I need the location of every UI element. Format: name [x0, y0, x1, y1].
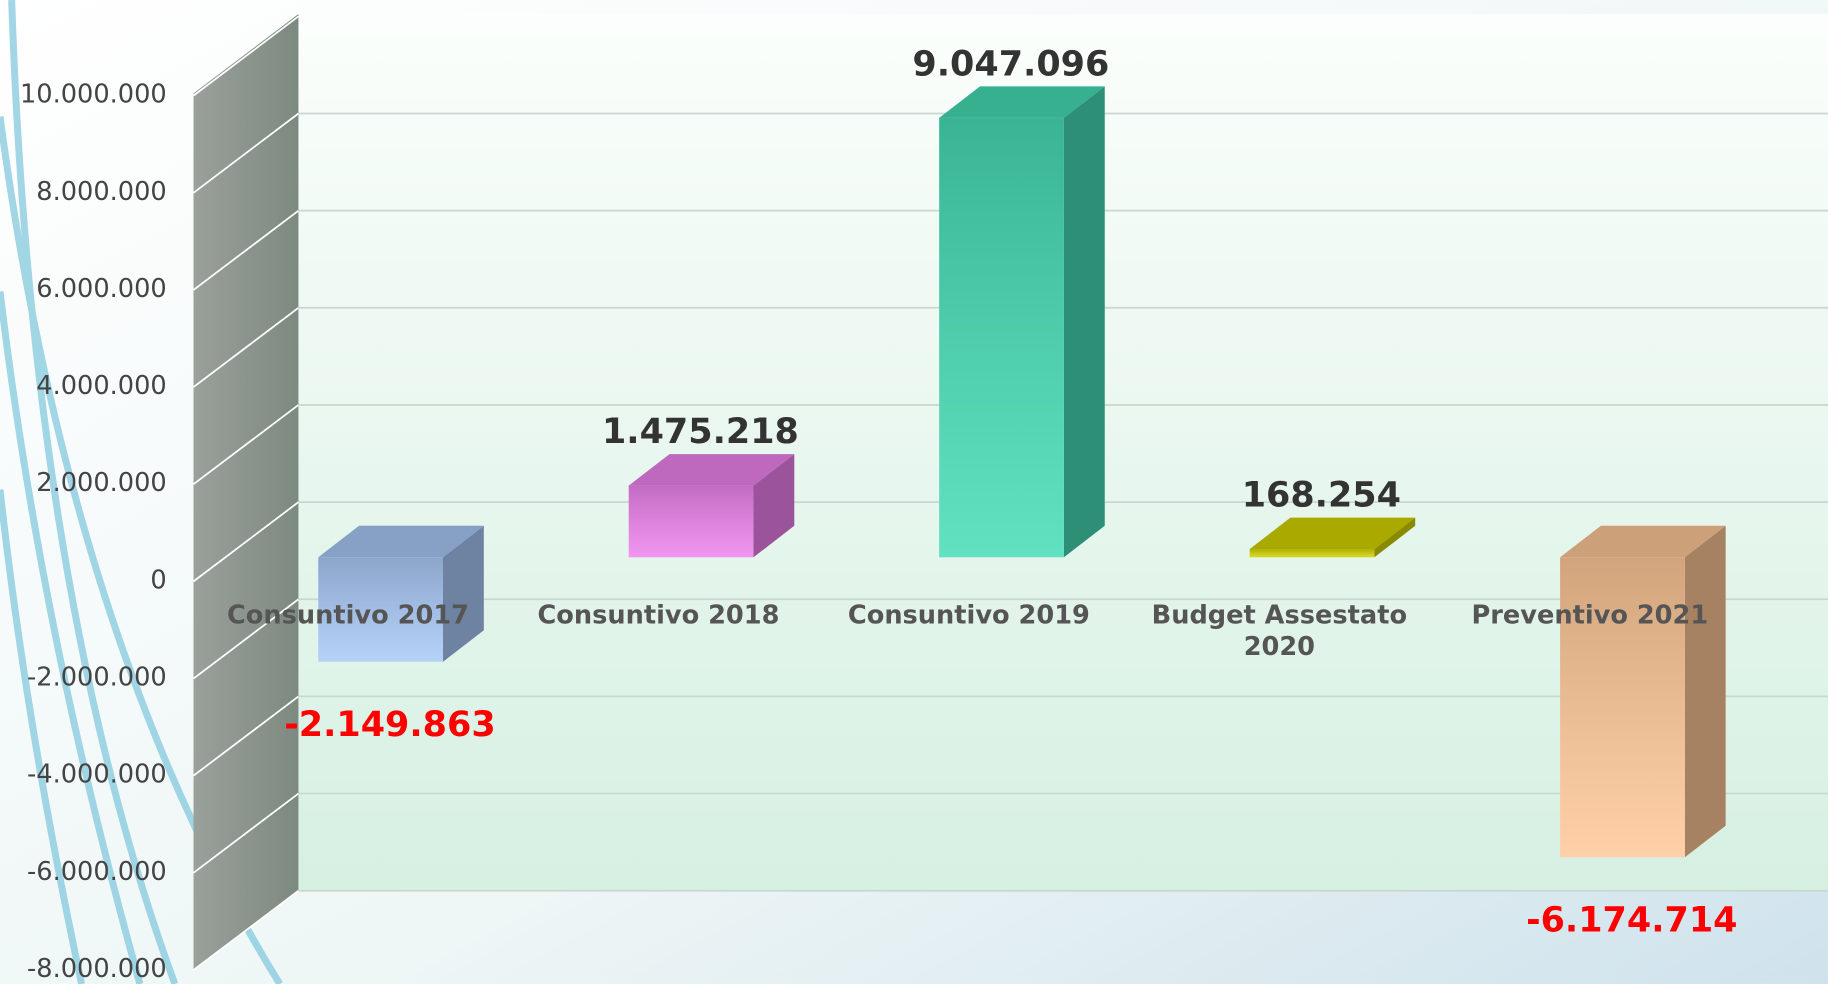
y-tick-label: 4.000.000 — [36, 371, 166, 401]
y-tick-label: 0 — [150, 565, 166, 595]
bar-shade — [939, 117, 1064, 558]
value-label: 9.047.096 — [912, 44, 1109, 84]
y-tick-label: -6.000.000 — [27, 857, 167, 887]
bar-side-shade — [753, 454, 795, 558]
grid-line — [192, 209, 299, 291]
grid-line — [192, 307, 299, 388]
y-tick-label: -4.000.000 — [27, 760, 167, 790]
y-tick-label: 2.000.000 — [36, 468, 166, 498]
x-tick-label: Consuntivo 2018 — [537, 601, 779, 631]
grid-line — [192, 598, 299, 680]
bar-shade — [628, 485, 754, 558]
bar-top-shade — [318, 525, 484, 558]
grid-line — [192, 501, 299, 583]
y-tick-label: -8.000.000 — [27, 954, 167, 984]
bar-top-shade — [1249, 517, 1416, 550]
bar-top-shade — [939, 86, 1105, 118]
grid-line — [192, 890, 299, 971]
bar-top-shade — [1560, 525, 1726, 558]
value-label: 168.254 — [1242, 476, 1401, 516]
y-tick-label: -2.000.000 — [27, 663, 167, 693]
bar-side-shade — [1374, 517, 1416, 558]
bar-top — [1249, 517, 1416, 550]
bar-top — [1560, 525, 1726, 558]
y-tick-label: 8.000.000 — [36, 177, 166, 207]
side-wall — [193, 14, 299, 970]
y-tick-label: 6.000.000 — [36, 274, 166, 304]
x-tick-label: Preventivo 2021 — [1471, 601, 1708, 631]
value-label: -2.149.863 — [284, 705, 495, 745]
bar-side-shade — [1063, 86, 1105, 558]
x-tick-label: Consuntivo 2019 — [848, 601, 1090, 631]
bar-top — [939, 86, 1105, 118]
bar-top — [318, 525, 484, 558]
bar-side-shade — [1684, 525, 1726, 858]
decoration — [0, 0, 283, 984]
x-tick-label: Budget Assestato 2020 — [1152, 601, 1407, 662]
y-tick-label: 10.000.000 — [20, 80, 167, 110]
bar-side — [1684, 525, 1726, 858]
value-label: 1.475.218 — [602, 412, 799, 452]
x-tick-label: Consuntivo 2017 — [227, 601, 469, 631]
bar-side — [443, 525, 484, 662]
bar-shade — [1249, 549, 1375, 558]
bar-side — [1374, 517, 1416, 558]
bar-top-shade — [628, 454, 795, 486]
bar-side — [1063, 86, 1105, 558]
grid-line — [192, 695, 299, 777]
grid-line — [192, 112, 299, 194]
grid-line — [192, 404, 299, 485]
bar-shade — [1560, 557, 1685, 858]
grid-line — [192, 792, 299, 874]
value-label: -6.174.714 — [1526, 900, 1737, 940]
bar-top — [628, 454, 795, 486]
bar-shade — [318, 557, 444, 662]
grid-line — [192, 15, 299, 97]
bar-side-shade — [443, 525, 484, 662]
bar-side — [753, 454, 795, 558]
